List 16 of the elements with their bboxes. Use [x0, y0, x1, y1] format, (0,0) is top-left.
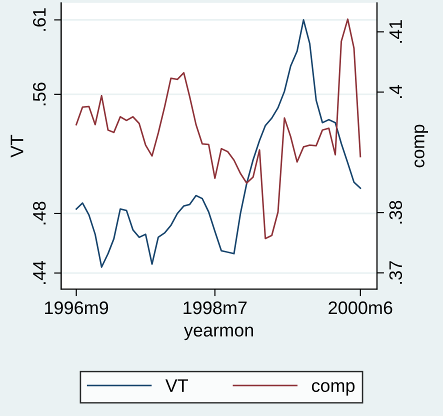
y2-tick-label: .41 — [389, 20, 402, 43]
legend-label: comp — [312, 382, 355, 396]
y-tick-label: .44 — [33, 261, 46, 284]
y2-axis-title: comp — [414, 124, 428, 168]
y-tick-label: .56 — [32, 82, 46, 106]
y-tick-label: .61 — [32, 8, 46, 31]
y-tick-label: .48 — [32, 202, 46, 224]
y2-tick-label: .4 — [389, 85, 402, 98]
x-tick-label: 1998m7 — [184, 301, 247, 314]
y-axis-title: VT — [10, 134, 24, 158]
x-tick-label: 1996m9 — [45, 301, 108, 314]
y2-tick-label: .38 — [389, 200, 402, 224]
legend-label: VT — [165, 379, 188, 392]
x-tick-label: 2000m6 — [328, 301, 392, 314]
y2-tick-label: .37 — [389, 261, 402, 284]
x-axis-title: yearmon — [184, 326, 254, 340]
